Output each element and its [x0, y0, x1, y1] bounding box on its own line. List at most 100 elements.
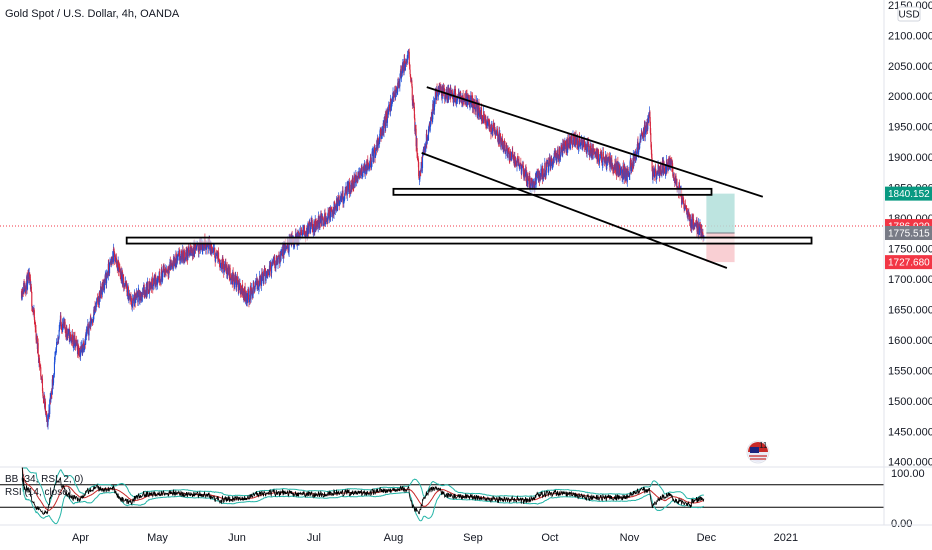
candle-body — [439, 87, 441, 91]
candle-body — [587, 141, 589, 145]
candle-body — [616, 162, 618, 175]
candle-body — [71, 334, 73, 336]
candle-body — [312, 227, 315, 232]
candle-body — [265, 275, 267, 281]
candle-body — [363, 168, 365, 171]
candle-body — [285, 245, 287, 249]
rsi-pane[interactable] — [0, 467, 884, 525]
candle-body — [301, 232, 303, 236]
candle-body — [553, 153, 555, 163]
candle-body — [253, 285, 255, 289]
candle-body — [257, 281, 259, 289]
candle-body — [265, 272, 268, 276]
candle-body — [414, 118, 416, 132]
candle-body — [530, 178, 533, 181]
candle-body — [684, 204, 686, 207]
candle-body — [619, 165, 621, 168]
candle-body — [115, 257, 117, 264]
candle-body — [41, 377, 43, 380]
price-tick-label: 1650.000 — [888, 304, 932, 316]
candle-body — [110, 261, 112, 264]
candle-body — [580, 144, 582, 146]
support-zone-rectangle[interactable] — [125, 236, 813, 245]
candle-body — [82, 342, 85, 351]
candle-body — [509, 154, 511, 161]
candle-body — [156, 278, 159, 285]
candle-body — [411, 80, 413, 87]
candle-body — [126, 283, 128, 289]
candle-body — [649, 121, 651, 134]
position-target-zone[interactable] — [706, 193, 735, 233]
rsi-indicator-label[interactable]: RSI (14, close) — [5, 487, 71, 498]
candle-body — [31, 291, 33, 307]
candle-body — [599, 158, 601, 160]
candle-body — [647, 118, 649, 130]
candle-body — [544, 162, 546, 176]
drawings[interactable] — [125, 86, 813, 269]
candle-body — [589, 145, 591, 157]
candle-body — [247, 289, 250, 300]
candle-body — [651, 157, 653, 172]
candle-body — [288, 251, 290, 253]
candle-body — [323, 224, 325, 226]
candle-body — [115, 256, 117, 262]
candle-body — [172, 261, 174, 270]
support-zone-rectangle[interactable] — [392, 187, 713, 196]
time-axis[interactable]: Apr May Jun Jul Aug Sep Oct Nov Dec 2021 — [72, 532, 798, 544]
candle-body — [501, 138, 504, 150]
candle-body — [460, 91, 462, 99]
candle-body — [481, 117, 483, 122]
candle-body — [133, 294, 135, 307]
candle-body — [254, 283, 256, 287]
candle-body — [106, 274, 108, 284]
candle-body — [485, 125, 487, 127]
currency-badge-box[interactable] — [897, 6, 921, 22]
candle-body — [361, 166, 363, 179]
candle-body — [322, 218, 324, 226]
bb-indicator-label[interactable]: BB (34, RSI, 2, 0) — [5, 474, 83, 485]
candle-body — [142, 293, 144, 294]
candle-body — [701, 227, 703, 237]
trendline[interactable] — [426, 86, 764, 198]
candle-body — [212, 248, 214, 253]
candle-body — [550, 160, 552, 167]
time-tick-label: Jul — [307, 532, 321, 544]
candle-body — [504, 140, 506, 142]
price-pane[interactable] — [0, 48, 884, 430]
time-tick-label: Nov — [620, 532, 640, 544]
candle-body — [155, 283, 157, 286]
candle-body — [98, 292, 100, 305]
candle-body — [504, 141, 506, 151]
price-label-text: 1775.515 — [888, 228, 930, 239]
candle-body — [41, 378, 44, 392]
candle-body — [72, 335, 74, 347]
candle-body — [640, 133, 642, 136]
price-axis[interactable]: 2150.000 2100.000 2050.000 2000.000 1950.000… — [888, 0, 932, 469]
candle-body — [261, 272, 263, 274]
candle-body — [56, 342, 58, 348]
candle-body — [481, 117, 483, 119]
candle-body — [276, 255, 278, 264]
candle-body — [163, 265, 165, 270]
candle-body — [344, 193, 346, 200]
trendline[interactable] — [421, 152, 728, 269]
price-tick-label: 1900.000 — [888, 152, 932, 164]
candle-body — [236, 276, 238, 281]
candle-body — [645, 125, 647, 133]
candle-body — [492, 128, 494, 133]
candle-body — [280, 253, 282, 255]
candle-body — [623, 173, 625, 176]
candle-body — [473, 108, 475, 110]
candle-body — [286, 248, 288, 249]
candle-body — [636, 148, 638, 152]
event-flag-icon[interactable]: 11 — [746, 440, 770, 464]
candle-body — [240, 290, 242, 292]
candle-body — [401, 64, 403, 74]
candle-body — [440, 85, 442, 90]
candle-body — [559, 147, 561, 156]
candle-body — [545, 161, 548, 171]
candle-body — [428, 127, 430, 129]
candle-body — [337, 201, 339, 204]
candle-body — [506, 145, 508, 149]
